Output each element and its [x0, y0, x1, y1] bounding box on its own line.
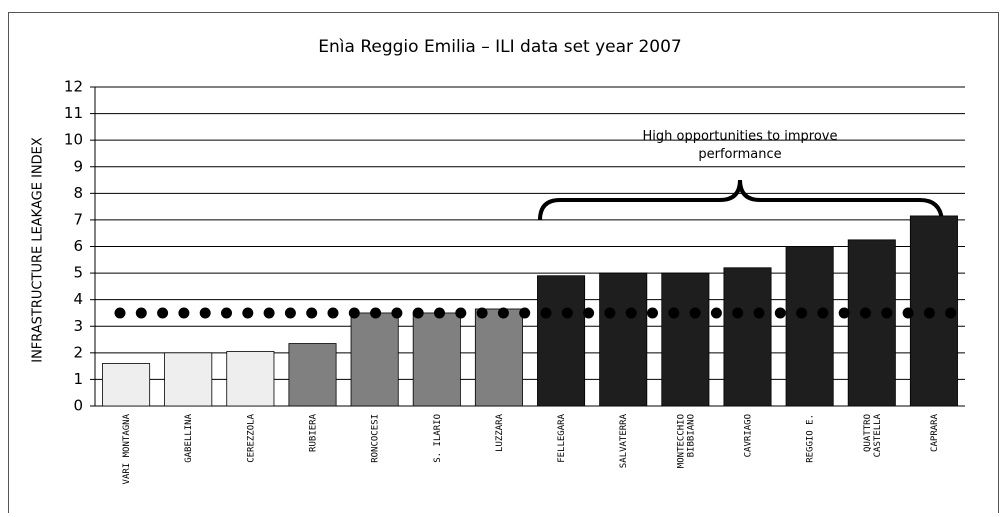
x-tick-label: FELLEGARA	[557, 413, 567, 462]
bar	[723, 267, 772, 407]
y-tick-label: 9	[73, 157, 83, 175]
y-tick-label: 4	[73, 290, 83, 308]
bar	[102, 363, 151, 407]
bar	[226, 351, 275, 407]
y-tick-label: 6	[73, 237, 83, 255]
bar	[288, 343, 337, 407]
bar	[412, 312, 461, 407]
x-tick-label: LUZZARA	[494, 413, 504, 452]
x-tick-label: GABELLINA	[184, 413, 194, 462]
x-tick-label: VARI MONTAGNA	[122, 413, 132, 484]
y-tick-label: 3	[73, 317, 83, 335]
y-tick-label: 2	[73, 343, 83, 361]
x-tick-label: SALVATERRA	[619, 413, 629, 468]
x-tick-label: RONCOCESI	[370, 414, 380, 463]
bar	[350, 312, 399, 407]
x-tick-label: REGGIO E.	[805, 414, 815, 463]
y-tick-label: 8	[73, 184, 83, 202]
y-tick-label: 11	[64, 104, 83, 122]
y-tick-label: 1	[73, 370, 83, 388]
y-tick-label: 12	[64, 78, 83, 96]
bar	[661, 272, 710, 407]
y-tick-label: 10	[64, 131, 83, 149]
bar	[537, 275, 586, 407]
x-tick-label: RUBIERA	[308, 413, 318, 452]
x-tick-label: QUATTROCASTELLA	[862, 413, 882, 457]
x-tick-label: S. ILARIO	[432, 414, 442, 463]
bar	[847, 239, 896, 407]
bar	[785, 246, 834, 407]
x-tick-label: MONTECCHIOBIBBIANO	[676, 414, 696, 468]
y-tick-label: 0	[73, 397, 83, 415]
y-tick-label: 7	[73, 210, 83, 228]
x-tick-label: CAPRARA	[929, 413, 939, 452]
bar	[474, 308, 523, 407]
x-tick-label: CAVRIAGO	[743, 414, 753, 457]
y-tick-label: 5	[73, 264, 83, 282]
bar	[599, 272, 648, 407]
chart-title: Enìa Reggio Emilia – ILI data set year 2…	[318, 37, 681, 57]
y-axis-label: INFRASTRUCTURE LEAKAGE INDEX	[31, 137, 46, 363]
annotation: High opportunities to improve performance	[643, 129, 838, 162]
bar	[164, 352, 213, 407]
brace	[538, 179, 944, 221]
x-tick-label: CEREZZOLA	[246, 413, 256, 462]
